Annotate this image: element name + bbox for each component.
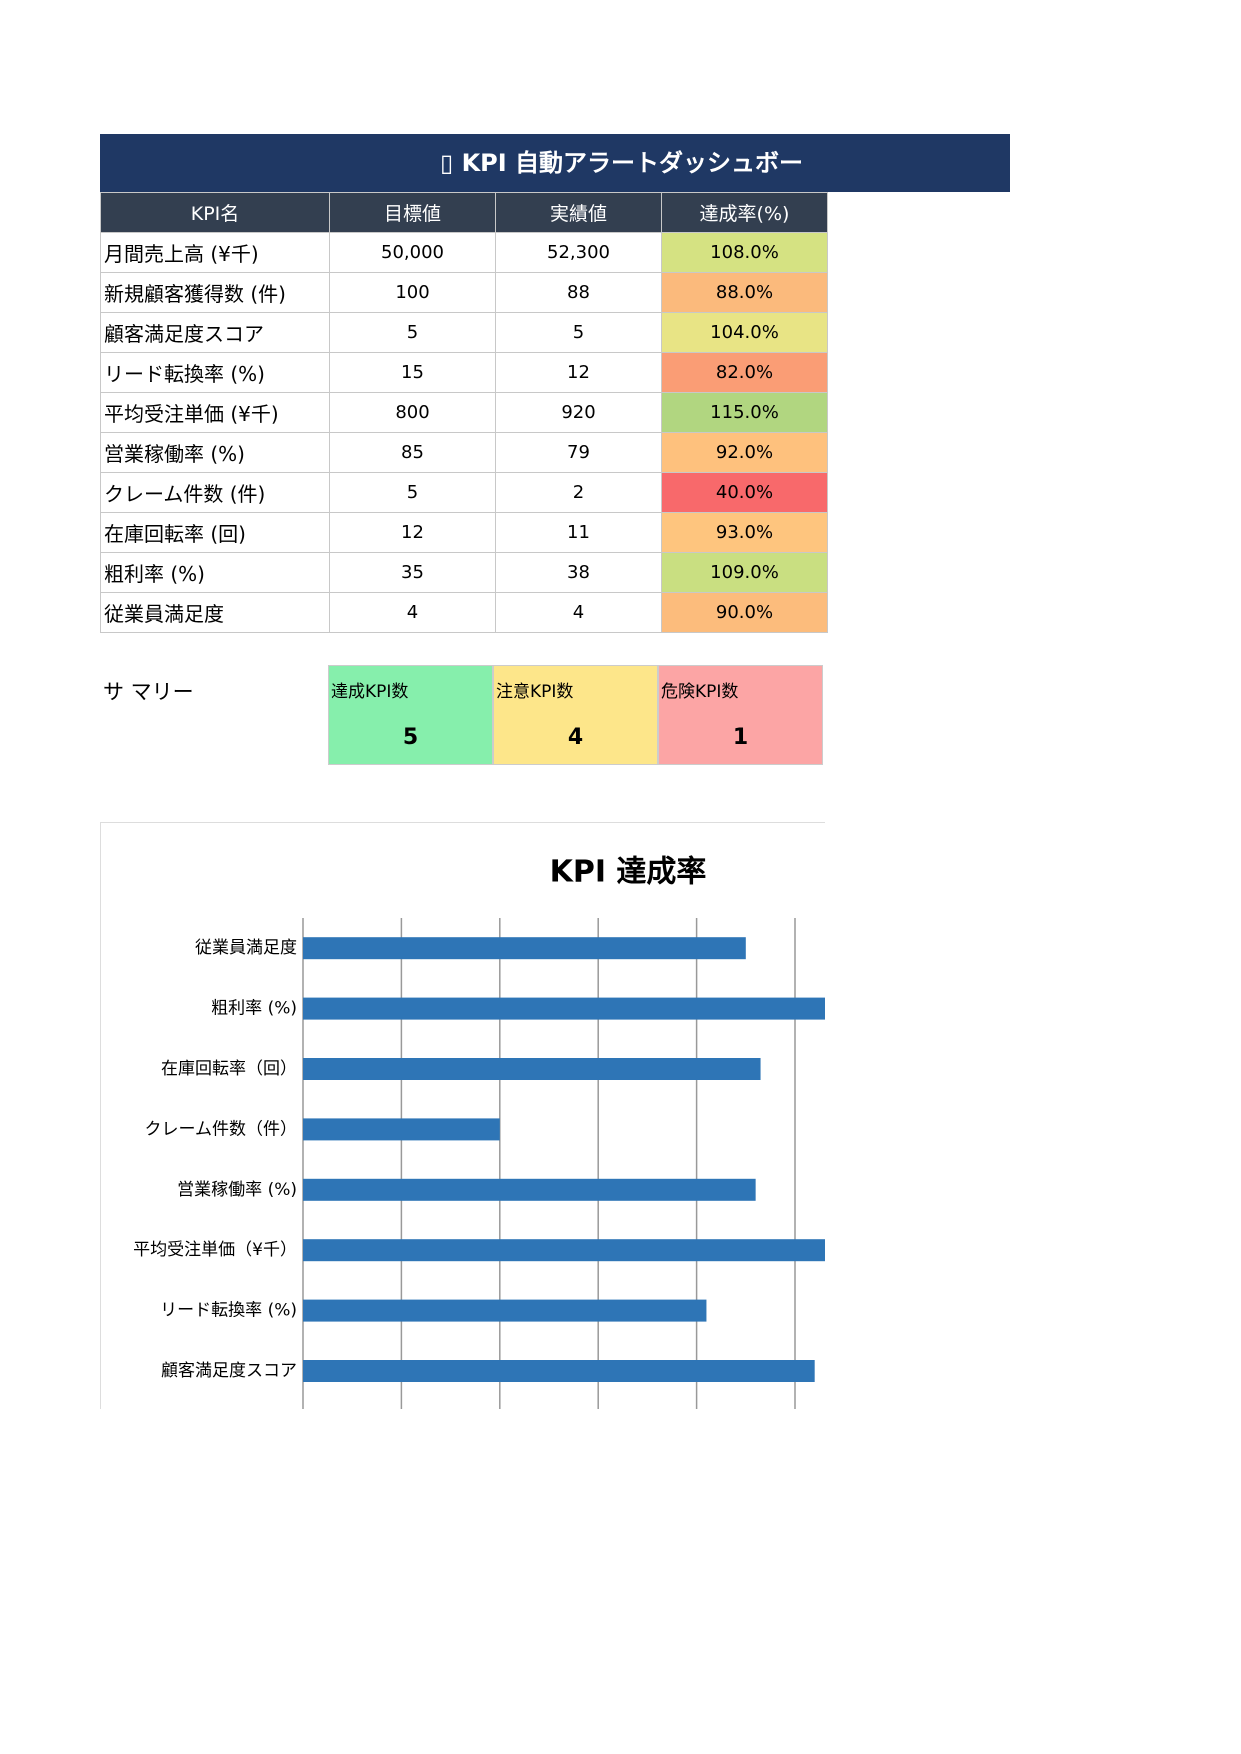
y-tick-label: 営業稼働率 (%) bbox=[177, 1180, 297, 1200]
table-cell: 11 bbox=[495, 512, 662, 553]
table-cell: 50,000 bbox=[329, 232, 496, 273]
table-cell: 5 bbox=[329, 472, 496, 513]
table-cell: 12 bbox=[495, 352, 662, 393]
table-cell: 従業員満足度 bbox=[100, 592, 330, 633]
table-row: 顧客満足度スコア 5 5 104.0% bbox=[100, 312, 828, 353]
table-cell: 109.0% bbox=[661, 552, 828, 593]
table-cell: 79 bbox=[495, 432, 662, 473]
table-cell: 15 bbox=[329, 352, 496, 393]
bar bbox=[303, 1299, 707, 1322]
table-row: 従業員満足度 4 4 90.0% bbox=[100, 592, 828, 633]
column-header: 実績値 bbox=[495, 192, 662, 233]
table-row: 新規顧客獲得数 (件) 100 88 88.0% bbox=[100, 272, 828, 313]
table-cell: 月間売上高 (¥千) bbox=[100, 232, 330, 273]
table-cell: 52,300 bbox=[495, 232, 662, 273]
y-tick-label: 在庫回転率（回） bbox=[161, 1059, 297, 1079]
table-cell: クレーム件数 (件) bbox=[100, 472, 330, 513]
summary-name: 危険KPI数 bbox=[661, 682, 739, 702]
bar bbox=[303, 1178, 756, 1201]
table-cell: 92.0% bbox=[661, 432, 828, 473]
header-row: KPI名 目標値 実績値 達成率(%) bbox=[100, 192, 828, 233]
table-cell: 800 bbox=[329, 392, 496, 433]
table-cell: 88.0% bbox=[661, 272, 828, 313]
table-cell: 平均受注単価 (¥千) bbox=[100, 392, 330, 433]
chart-box: KPI 達成率 従業員満足度粗利率 (%) 在庫回転率（回） クレーム件数（件） 営業… bbox=[100, 822, 825, 1409]
summary-label: サ マリー bbox=[103, 680, 194, 704]
summary-name: 注意KPI数 bbox=[496, 682, 574, 702]
chart-title: KPI 達成率 bbox=[550, 855, 707, 890]
table-cell: 2 bbox=[495, 472, 662, 513]
y-tick-label: 平均受注単価（¥千） bbox=[133, 1240, 297, 1260]
table-cell: 40.0% bbox=[661, 472, 828, 513]
summary: 達成KPI数 5 注意KPI数 4 危険KPI数 1 bbox=[328, 665, 823, 765]
summary-value: 1 bbox=[732, 725, 749, 750]
table-cell: 115.0% bbox=[661, 392, 828, 433]
table-cell: 38 bbox=[495, 552, 662, 593]
table-cell: 粗利率 (%) bbox=[100, 552, 330, 593]
bar bbox=[303, 1239, 825, 1262]
table-cell: 90.0% bbox=[661, 592, 828, 633]
bar bbox=[303, 1058, 761, 1080]
table-row: 在庫回転率 (回) 12 11 93.0% bbox=[100, 512, 828, 553]
summary-card: 注意KPI数 4 bbox=[493, 665, 658, 765]
title: ▯ KPI 自動アラートダッシュボー bbox=[440, 149, 804, 177]
table-cell: 88 bbox=[495, 272, 662, 313]
table-cell: 82.0% bbox=[661, 352, 828, 393]
summary-card: 危険KPI数 1 bbox=[658, 665, 823, 765]
title-bar: ▯ KPI 自動アラートダッシュボー bbox=[100, 134, 1010, 192]
table-cell: リード転換率 (%) bbox=[100, 352, 330, 393]
bar bbox=[303, 1118, 500, 1141]
y-tick-label: 顧客満足度スコア bbox=[161, 1361, 297, 1381]
column-header: 達成率(%) bbox=[661, 192, 828, 233]
table-cell: 営業稼働率 (%) bbox=[100, 432, 330, 473]
table-cell: 35 bbox=[329, 552, 496, 593]
summary-value: 4 bbox=[567, 725, 584, 750]
column-header: 目標値 bbox=[329, 192, 496, 233]
table-cell: 100 bbox=[329, 272, 496, 313]
bar bbox=[303, 997, 825, 1020]
table-cell: 5 bbox=[329, 312, 496, 353]
table-row: 月間売上高 (¥千) 50,000 52,300 108.0% bbox=[100, 232, 828, 273]
table-cell: 920 bbox=[495, 392, 662, 433]
table-cell: 4 bbox=[329, 592, 496, 633]
table-row: 粗利率 (%) 35 38 109.0% bbox=[100, 552, 828, 593]
table-row: リード転換率 (%) 15 12 82.0% bbox=[100, 352, 828, 393]
y-tick-label: 従業員満足度 bbox=[195, 938, 297, 958]
y-tick-label: クレーム件数（件） bbox=[145, 1119, 298, 1139]
table-cell: 93.0% bbox=[661, 512, 828, 553]
table-cell: 在庫回転率 (回) bbox=[100, 512, 330, 553]
table-cell: 4 bbox=[495, 592, 662, 633]
kpi-table: KPI名 目標値 実績値 達成率(%) 月間売上高 (¥千) 50,000 52,300 10… bbox=[100, 192, 828, 633]
y-tick-label: リード転換率 (%) bbox=[160, 1301, 297, 1321]
summary-name: 達成KPI数 bbox=[331, 682, 409, 702]
table-row: クレーム件数 (件) 5 2 40.0% bbox=[100, 472, 828, 513]
bar bbox=[303, 1360, 815, 1382]
table-cell: 108.0% bbox=[661, 232, 828, 273]
table-cell: 85 bbox=[329, 432, 496, 473]
table-row: 営業稼働率 (%) 85 79 92.0% bbox=[100, 432, 828, 473]
table-cell: 104.0% bbox=[661, 312, 828, 353]
table-cell: 5 bbox=[495, 312, 662, 353]
table-row: 平均受注単価 (¥千) 800 920 115.0% bbox=[100, 392, 828, 433]
table-cell: 12 bbox=[329, 512, 496, 553]
table-cell: 顧客満足度スコア bbox=[100, 312, 330, 353]
y-tick-label: 粗利率 (%) bbox=[211, 999, 297, 1019]
bar bbox=[303, 937, 746, 960]
summary-value: 5 bbox=[402, 725, 419, 750]
table-cell: 新規顧客獲得数 (件) bbox=[100, 272, 330, 313]
column-header: KPI名 bbox=[100, 192, 330, 233]
summary-card: 達成KPI数 5 bbox=[328, 665, 493, 765]
